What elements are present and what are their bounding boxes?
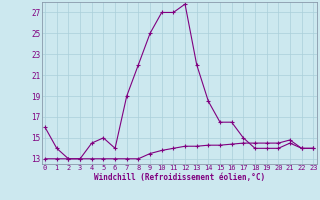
X-axis label: Windchill (Refroidissement éolien,°C): Windchill (Refroidissement éolien,°C) bbox=[94, 173, 265, 182]
